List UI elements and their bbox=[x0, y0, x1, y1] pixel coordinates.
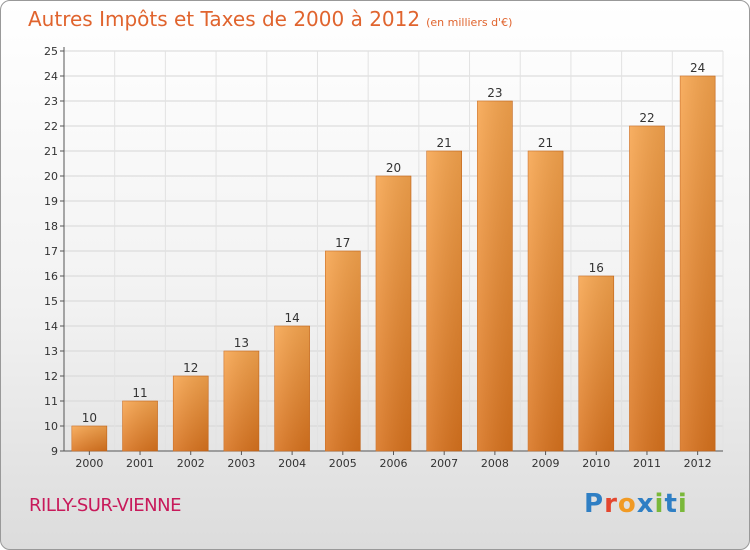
y-tick-label: 23 bbox=[44, 95, 58, 108]
x-tick-label: 2001 bbox=[126, 457, 154, 470]
bar-shade bbox=[578, 276, 614, 451]
data-label: 21 bbox=[538, 136, 553, 150]
town-name: RILLY-SUR-VIENNE bbox=[29, 495, 181, 516]
bar-shade bbox=[71, 426, 107, 451]
bar-shade bbox=[274, 326, 310, 451]
bar-shade bbox=[629, 126, 665, 451]
x-tick-label: 2003 bbox=[227, 457, 255, 470]
x-tick-label: 2012 bbox=[684, 457, 712, 470]
y-tick-label: 14 bbox=[44, 320, 58, 333]
data-label: 12 bbox=[183, 361, 198, 375]
data-label: 24 bbox=[690, 61, 705, 75]
x-tick-label: 2008 bbox=[481, 457, 509, 470]
x-tick-label: 2010 bbox=[582, 457, 610, 470]
y-tick-label: 17 bbox=[44, 245, 58, 258]
chart-title-text: Autres Impôts et Taxes de 2000 à 2012 bbox=[28, 7, 421, 31]
logo-letter: P bbox=[584, 489, 605, 519]
logo-letter: t bbox=[664, 489, 678, 519]
chart-title: Autres Impôts et Taxes de 2000 à 2012 (en… bbox=[28, 7, 512, 31]
logo-letter: i bbox=[677, 489, 688, 519]
axes: 9 10 11 12 13 14 15 16 17 18 19 20 21 22 23 24 25 2000 200… bbox=[44, 45, 723, 470]
bar-shade bbox=[376, 176, 411, 451]
y-tick-label: 24 bbox=[44, 70, 58, 83]
bar-shade bbox=[477, 101, 513, 451]
data-labels: 10 11 12 13 14 17 20 21 23 21 16 22 24 bbox=[82, 61, 706, 425]
x-tick-label: 2005 bbox=[329, 457, 357, 470]
y-tick-label: 12 bbox=[44, 370, 58, 383]
x-tick-label: 2007 bbox=[430, 457, 458, 470]
y-tick-label: 19 bbox=[44, 195, 58, 208]
bar-shade bbox=[223, 351, 259, 451]
bar-shade bbox=[173, 376, 209, 451]
x-tick-label: 2006 bbox=[380, 457, 408, 470]
data-label: 20 bbox=[386, 161, 401, 175]
bar-shade bbox=[528, 151, 564, 451]
chart-subtitle: (en milliers d'€) bbox=[426, 16, 513, 29]
bar-shade bbox=[426, 151, 462, 451]
bar-shade bbox=[122, 401, 158, 451]
data-label: 16 bbox=[589, 261, 604, 275]
x-tick-label: 2009 bbox=[532, 457, 560, 470]
x-tick-label: 2004 bbox=[278, 457, 306, 470]
y-tick-label: 10 bbox=[44, 420, 58, 433]
y-tick-label: 25 bbox=[44, 45, 58, 58]
y-tick-label: 16 bbox=[44, 270, 58, 283]
data-label: 21 bbox=[437, 136, 452, 150]
logo-letter: o bbox=[617, 489, 637, 519]
y-tick-label: 21 bbox=[44, 145, 58, 158]
logo-letter: x bbox=[636, 489, 655, 519]
bar-shade bbox=[325, 251, 361, 451]
data-label: 14 bbox=[284, 311, 299, 325]
bars bbox=[71, 75, 716, 452]
y-tick-label: 11 bbox=[44, 395, 58, 408]
data-label: 23 bbox=[487, 86, 502, 100]
y-tick-label: 22 bbox=[44, 120, 58, 133]
y-tick-label: 13 bbox=[44, 345, 58, 358]
y-tick-label: 20 bbox=[44, 170, 58, 183]
data-label: 17 bbox=[335, 236, 350, 250]
data-label: 13 bbox=[234, 336, 249, 350]
data-label: 11 bbox=[132, 386, 147, 400]
x-tick-label: 2011 bbox=[633, 457, 661, 470]
x-tick-label: 2000 bbox=[75, 457, 103, 470]
data-label: 10 bbox=[82, 411, 97, 425]
y-tick-label: 15 bbox=[44, 295, 58, 308]
y-tick-label: 9 bbox=[51, 445, 58, 458]
data-label: 22 bbox=[639, 111, 654, 125]
bar-shade bbox=[680, 76, 716, 451]
logo-letter: i bbox=[654, 489, 665, 519]
logo-letter: r bbox=[604, 489, 618, 519]
x-tick-label: 2002 bbox=[177, 457, 205, 470]
proxiti-logo: Proxiti bbox=[584, 489, 688, 519]
y-tick-label: 18 bbox=[44, 220, 58, 233]
